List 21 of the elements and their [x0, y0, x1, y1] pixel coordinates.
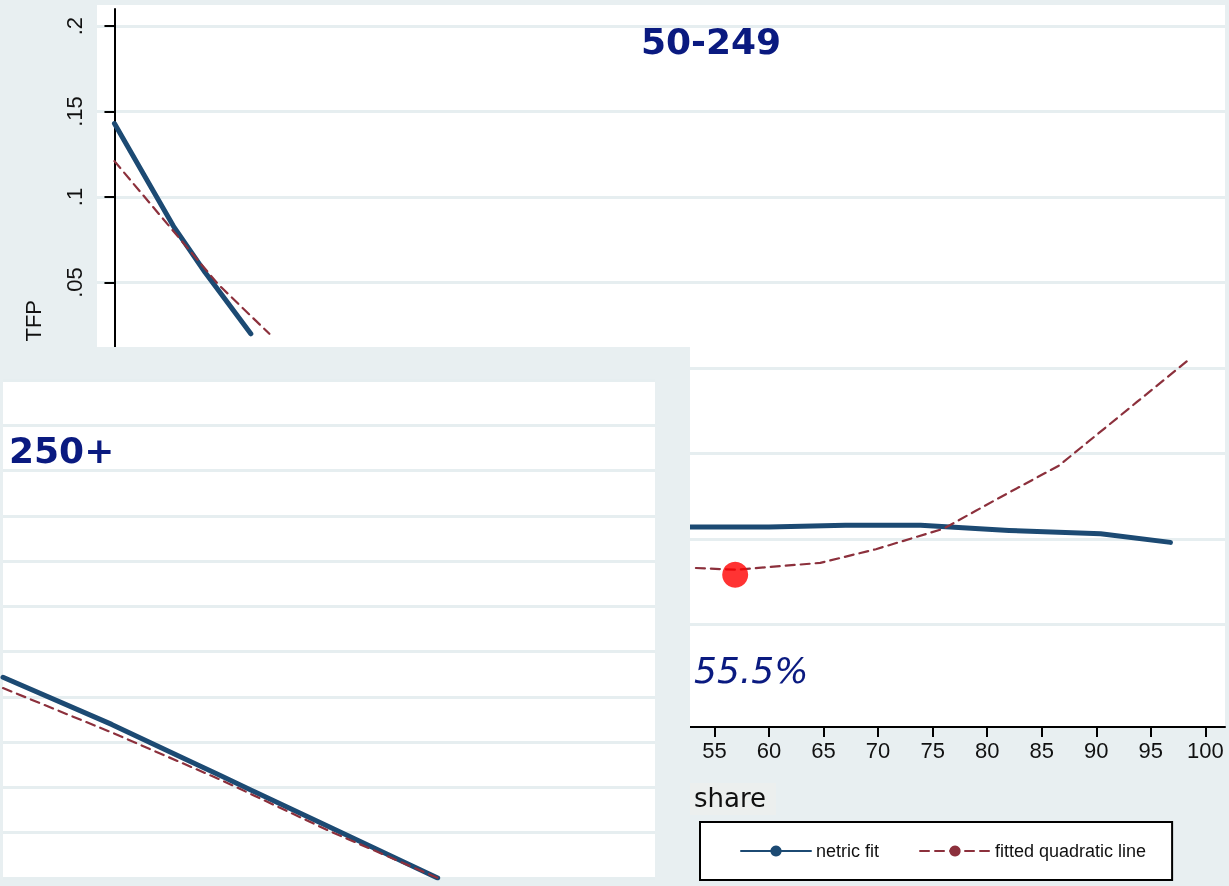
y-tick-label: .2 — [61, 16, 87, 36]
chart-title: 50-249 — [640, 20, 782, 62]
x-tick-label: 100 — [1187, 737, 1224, 763]
x-tick-label: 60 — [756, 737, 782, 763]
legend-label: netric fit — [816, 841, 880, 861]
y-tick-label: .05 — [61, 267, 87, 298]
y-tick-label: .15 — [61, 96, 87, 127]
x-tick-label: 75 — [920, 737, 945, 763]
x-tick-label: 80 — [974, 737, 1000, 763]
legend-label: fitted quadratic line — [995, 841, 1147, 861]
y-tick-label: .1 — [61, 187, 87, 207]
x-tick-label: 85 — [1029, 737, 1054, 763]
x-tick-label: 65 — [811, 737, 836, 763]
chart-title: 250+ — [9, 429, 115, 471]
x-axis-title: share — [694, 783, 767, 813]
x-tick-label: 55 — [702, 737, 727, 763]
x-tick-label: 90 — [1084, 737, 1109, 763]
x-tick-label: 70 — [865, 737, 891, 763]
y-axis-title: TFP — [20, 299, 46, 342]
x-tick-label: 95 — [1138, 737, 1164, 763]
annotation: 55.5% — [694, 649, 809, 691]
